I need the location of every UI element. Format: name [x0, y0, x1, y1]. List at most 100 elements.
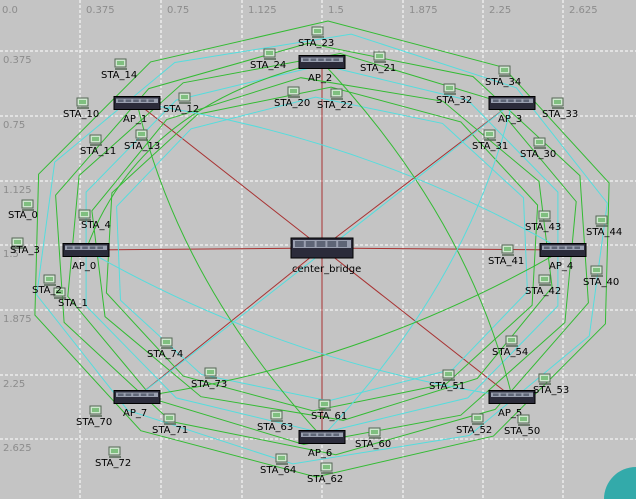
station-icon — [330, 88, 343, 100]
station-sta-0[interactable]: STA_0 — [8, 199, 38, 221]
access-point-label: AP_1 — [123, 114, 147, 125]
station-sta-32[interactable]: STA_32 — [436, 83, 472, 106]
station-icon — [538, 210, 551, 222]
station-icon — [368, 427, 381, 439]
station-sta-51[interactable]: STA_51 — [429, 369, 465, 392]
access-point-ap-4[interactable]: AP_4 — [539, 243, 587, 273]
station-sta-41[interactable]: STA_41 — [488, 244, 524, 267]
station-sta-62[interactable]: STA_62 — [307, 462, 343, 485]
x-tick-label: 0.0 — [2, 5, 18, 16]
station-sta-64[interactable]: STA_64 — [260, 453, 296, 476]
wireless-link — [85, 61, 323, 251]
station-sta-34[interactable]: STA_34 — [485, 65, 521, 88]
station-label: STA_20 — [274, 98, 310, 109]
access-point-label: AP_7 — [123, 408, 147, 419]
x-tick-label: 1.875 — [409, 5, 438, 16]
station-label: STA_10 — [63, 109, 99, 120]
station-sta-40[interactable]: STA_40 — [583, 265, 619, 288]
access-point-ap-1[interactable]: AP_1 — [113, 96, 161, 126]
station-label: STA_61 — [311, 411, 347, 422]
station-sta-14[interactable]: STA_14 — [101, 58, 137, 81]
station-label: STA_53 — [533, 385, 569, 396]
access-point-label: AP_2 — [308, 73, 332, 84]
x-tick-label: 1.125 — [248, 5, 277, 16]
station-icon — [483, 129, 496, 141]
station-icon — [517, 414, 530, 426]
access-point-ap-5[interactable]: AP_5 — [488, 390, 536, 420]
access-point-ap-0[interactable]: AP_0 — [62, 243, 110, 273]
station-label: STA_72 — [95, 458, 131, 469]
station-sta-61[interactable]: STA_61 — [311, 399, 347, 422]
station-sta-31[interactable]: STA_31 — [472, 129, 508, 152]
station-sta-11[interactable]: STA_11 — [80, 134, 116, 157]
station-sta-30[interactable]: STA_30 — [520, 137, 556, 160]
station-sta-63[interactable]: STA_63 — [257, 410, 293, 433]
station-sta-24[interactable]: STA_24 — [250, 48, 286, 71]
station-sta-70[interactable]: STA_70 — [76, 405, 112, 428]
station-icon — [498, 65, 511, 77]
access-point-ap-7[interactable]: AP_7 — [113, 390, 161, 420]
station-icon — [287, 86, 300, 98]
station-sta-2[interactable]: STA_2 — [32, 274, 62, 296]
station-icon — [373, 51, 386, 63]
station-sta-53[interactable]: STA_53 — [533, 373, 569, 396]
station-label: STA_40 — [583, 277, 619, 288]
station-sta-60[interactable]: STA_60 — [355, 427, 391, 450]
bridge-link — [321, 247, 564, 251]
station-sta-52[interactable]: STA_52 — [456, 413, 492, 436]
station-sta-23[interactable]: STA_23 — [298, 26, 334, 49]
y-tick-label: 1.875 — [3, 314, 32, 325]
access-point-ap-6[interactable]: AP_6 — [298, 430, 346, 460]
access-point-ap-2[interactable]: AP_2 — [298, 55, 346, 85]
station-label: STA_3 — [10, 245, 40, 256]
router-icon — [539, 243, 587, 257]
y-tick-label: 1.5 — [3, 249, 19, 260]
station-icon — [551, 97, 564, 109]
wireless-link — [136, 249, 564, 398]
station-sta-21[interactable]: STA_21 — [360, 51, 396, 74]
station-sta-4[interactable]: STA_4 — [78, 209, 111, 231]
station-label: STA_74 — [147, 349, 183, 360]
scroll-corner-icon[interactable] — [604, 467, 636, 499]
station-icon — [89, 405, 102, 417]
station-sta-1[interactable]: STA_1 — [53, 287, 88, 309]
scroll-corner[interactable] — [604, 467, 636, 499]
router-icon — [488, 390, 536, 404]
center-bridge-node[interactable]: center_bridge — [290, 237, 361, 275]
station-sta-33[interactable]: STA_33 — [542, 97, 578, 120]
station-icon — [270, 410, 283, 422]
station-icon — [538, 373, 551, 385]
station-sta-71[interactable]: STA_71 — [152, 413, 188, 436]
station-sta-20[interactable]: STA_20 — [274, 86, 310, 109]
station-sta-10[interactable]: STA_10 — [63, 97, 99, 120]
station-sta-43[interactable]: STA_43 — [525, 210, 561, 233]
station-label: STA_4 — [81, 220, 111, 231]
axis-tick-labels: 0.0 0.375 0.75 1.125 1.5 1.875 2.25 2.625 0.375 0… — [2, 5, 598, 454]
station-label: STA_41 — [488, 256, 524, 267]
station-sta-13[interactable]: STA_13 — [124, 129, 160, 152]
station-sta-73[interactable]: STA_73 — [191, 367, 227, 390]
station-label: STA_13 — [124, 141, 160, 152]
station-sta-54[interactable]: STA_54 — [492, 335, 528, 358]
station-sta-74[interactable]: STA_74 — [147, 337, 183, 360]
station-label: STA_24 — [250, 60, 286, 71]
station-sta-50[interactable]: STA_50 — [504, 414, 540, 437]
bridge-link — [321, 247, 513, 398]
station-icon — [78, 209, 91, 221]
station-sta-42[interactable]: STA_42 — [525, 274, 561, 297]
station-sta-44[interactable]: STA_44 — [586, 215, 622, 238]
station-icon — [320, 462, 333, 474]
station-label: STA_30 — [520, 149, 556, 160]
station-sta-22[interactable]: STA_22 — [317, 88, 353, 111]
station-icon — [204, 367, 217, 379]
station-sta-72[interactable]: STA_72 — [95, 446, 131, 469]
station-icon — [160, 337, 173, 349]
station-icon — [76, 97, 89, 109]
station-icon — [21, 199, 34, 211]
station-sta-12[interactable]: STA_12 — [163, 92, 199, 115]
station-sta-3[interactable]: STA_3 — [10, 237, 40, 256]
access-point-ap-3[interactable]: AP_3 — [488, 96, 536, 126]
station-label: STA_0 — [8, 210, 38, 221]
station-label: STA_71 — [152, 425, 188, 436]
